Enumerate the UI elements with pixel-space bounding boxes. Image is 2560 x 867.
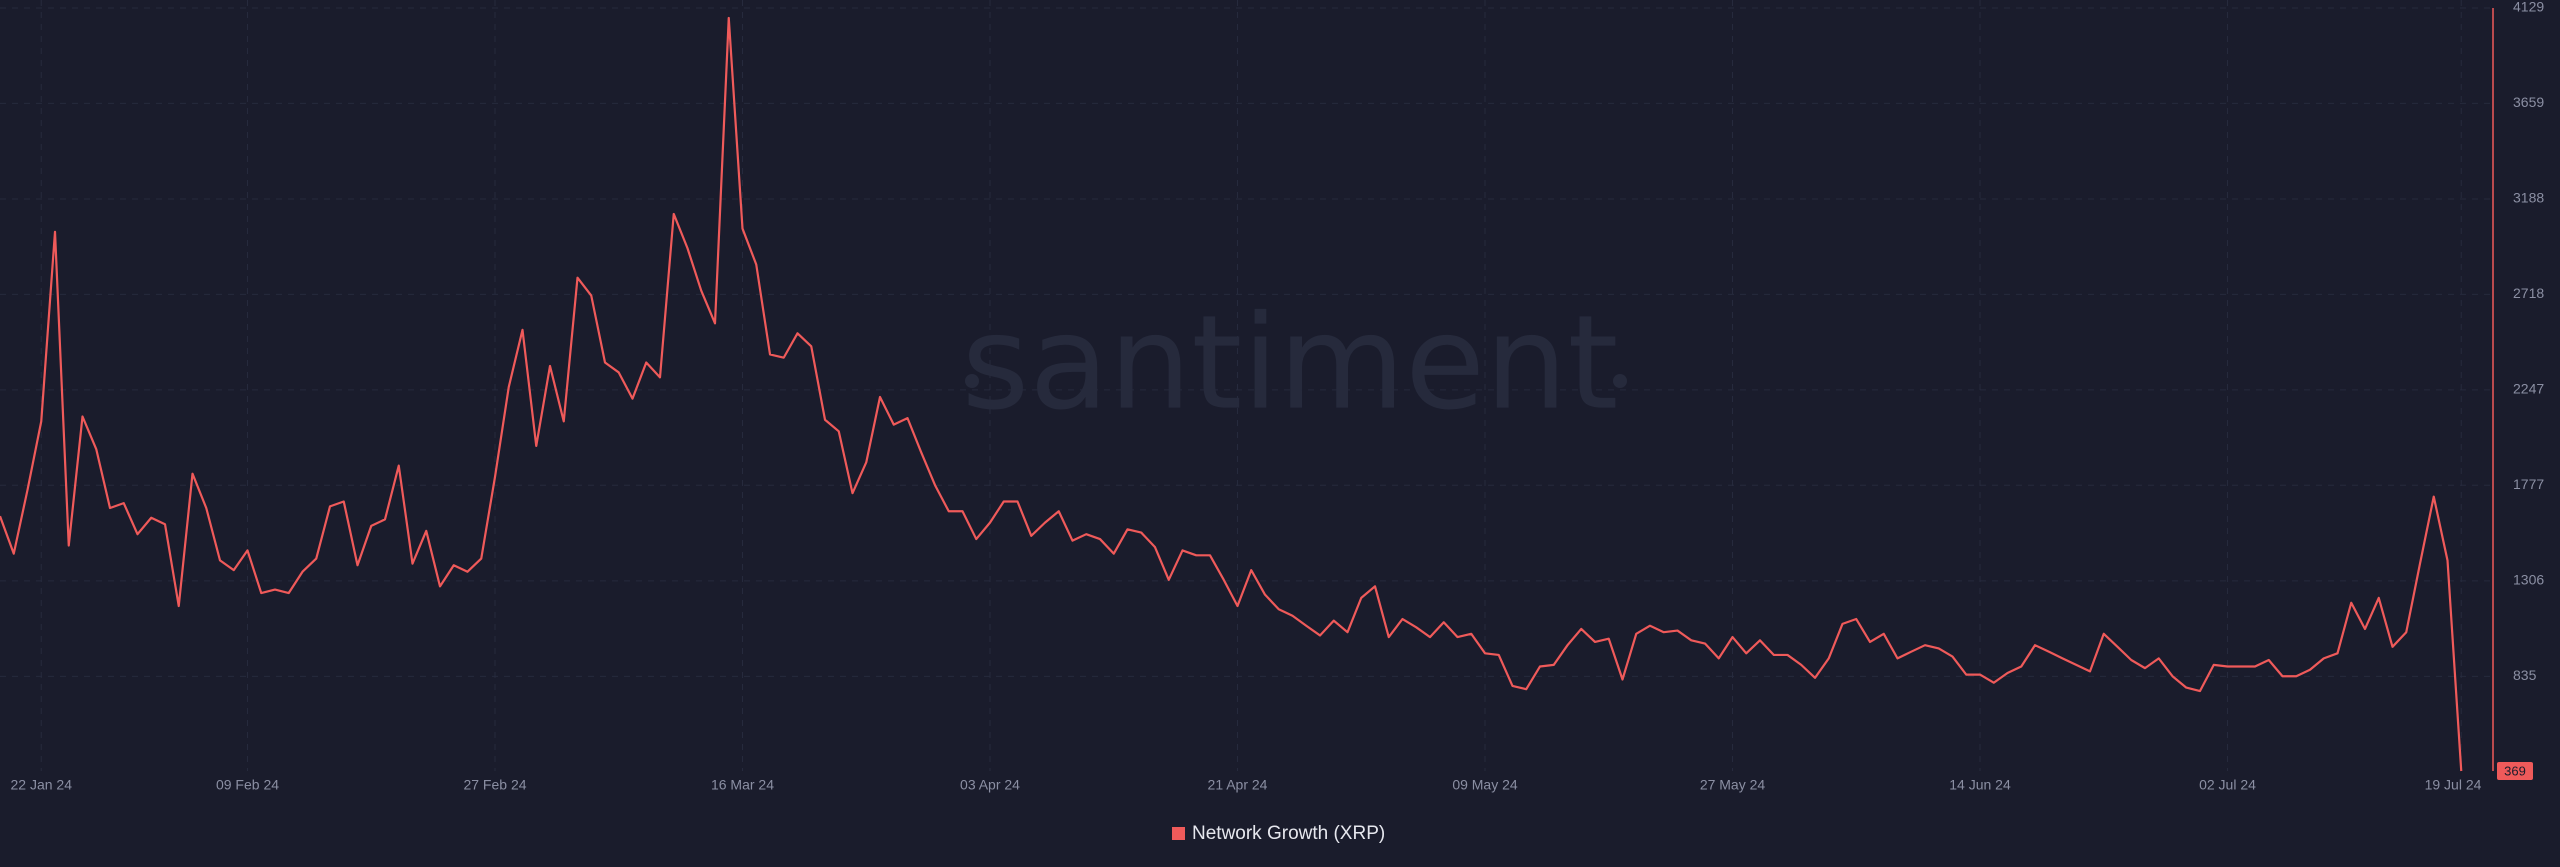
x-tick-label: 27 May 24 bbox=[1700, 777, 1766, 793]
x-tick-label: 09 Feb 24 bbox=[216, 777, 279, 793]
x-tick-label: 27 Feb 24 bbox=[463, 777, 526, 793]
y-tick-label: 2247 bbox=[2513, 381, 2544, 397]
x-tick-label: 02 Jul 24 bbox=[2199, 777, 2256, 793]
y-tick-label: 835 bbox=[2513, 667, 2537, 683]
x-tick-label: 19 Jul 24 bbox=[2425, 777, 2482, 793]
y-tick-label: 3659 bbox=[2513, 94, 2544, 110]
x-tick-label: 22 Jan 24 bbox=[11, 777, 73, 793]
y-tick-label: 2718 bbox=[2513, 285, 2544, 301]
x-tick-label: 16 Mar 24 bbox=[711, 777, 774, 793]
y-tick-label: 3188 bbox=[2513, 190, 2544, 206]
last-value-badge bbox=[2497, 762, 2533, 780]
x-tick-label: 21 Apr 24 bbox=[1208, 777, 1268, 793]
y-tick-label: 1306 bbox=[2513, 572, 2544, 588]
series-line bbox=[0, 16, 2463, 772]
last-value-label: 369 bbox=[2504, 763, 2526, 778]
x-tick-label: 14 Jun 24 bbox=[1949, 777, 2011, 793]
y-tick-label: 4129 bbox=[2513, 0, 2544, 15]
watermark: santiment bbox=[962, 287, 1619, 439]
legend: Network Growth (XRP) bbox=[1172, 823, 1385, 844]
x-tick-label: 09 May 24 bbox=[1452, 777, 1518, 793]
watermark-dot bbox=[1613, 374, 1627, 388]
watermark-dot bbox=[965, 374, 979, 388]
legend-label: Network Growth (XRP) bbox=[1192, 823, 1385, 844]
y-tick-label: 1777 bbox=[2513, 476, 2544, 492]
x-tick-label: 03 Apr 24 bbox=[960, 777, 1020, 793]
watermark-group: santiment bbox=[962, 287, 1627, 439]
legend-swatch bbox=[1172, 827, 1185, 840]
